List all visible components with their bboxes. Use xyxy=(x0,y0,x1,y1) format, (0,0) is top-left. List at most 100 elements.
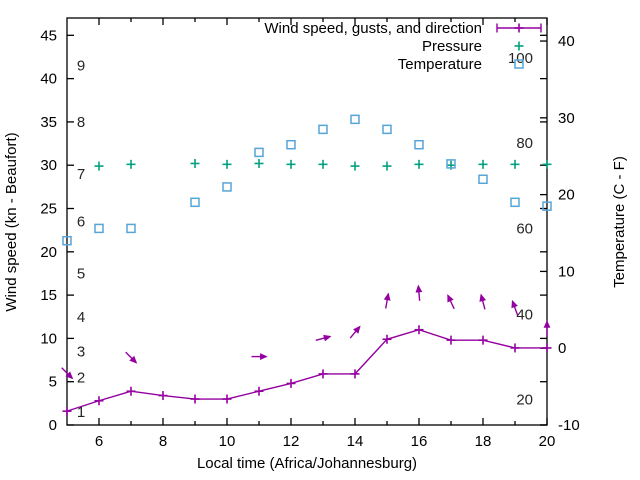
legend-sample-temperature-marker xyxy=(514,59,524,69)
legend-label-plus: Pressure xyxy=(422,38,482,55)
temperature-point xyxy=(510,197,520,208)
axes-group xyxy=(66,17,548,426)
y2-tick-label: 20 xyxy=(558,187,575,204)
beaufort-level-label: 1 xyxy=(77,404,85,421)
beaufort-level-label: 2 xyxy=(77,369,85,386)
wind-direction-arrow xyxy=(315,334,332,342)
y-tick-label: 5 xyxy=(49,374,57,391)
beaufort-level-label: 9 xyxy=(77,58,85,75)
y-tick-label: 20 xyxy=(40,244,57,261)
wind-speed-point xyxy=(382,334,392,344)
pressure-point xyxy=(254,158,264,168)
temperature-point xyxy=(222,182,232,192)
beaufort-level-label: 5 xyxy=(77,265,85,282)
wind-direction-arrow xyxy=(125,351,138,364)
series-temperature xyxy=(62,114,552,246)
pressure-point xyxy=(286,159,296,169)
temperature-point xyxy=(62,235,72,246)
wind-direction-arrow xyxy=(415,284,423,301)
wind-direction-arrow xyxy=(61,367,74,380)
fahrenheit-level-label: 100 xyxy=(508,50,533,67)
pressure-point xyxy=(94,161,104,171)
chart-legend: Wind speed, gusts, and directionPressure… xyxy=(264,20,542,73)
temperature-point xyxy=(94,223,104,234)
wind-speed-point xyxy=(94,396,104,406)
x-tick-label: 20 xyxy=(539,433,556,450)
y-tick-label: 45 xyxy=(40,27,57,44)
beaufort-level-label: 8 xyxy=(77,114,85,131)
pressure-point xyxy=(414,159,424,169)
y-tick-label: 0 xyxy=(49,417,57,434)
pressure-point xyxy=(318,159,328,169)
wind-speed-point xyxy=(414,325,424,335)
fahrenheit-level-label: 20 xyxy=(516,392,533,409)
wind-speed-point xyxy=(478,335,488,345)
y2-tick-label: -10 xyxy=(558,417,580,434)
wind-direction-arrow xyxy=(349,325,361,339)
pressure-point xyxy=(382,161,392,171)
x-axis-ticks: 6 8 10 12 14 16 18 20 xyxy=(95,18,556,450)
temperature-point xyxy=(254,147,264,158)
y-tick-label: 40 xyxy=(40,71,57,88)
pressure-point xyxy=(478,159,488,169)
legend-label-square: Temperature xyxy=(398,56,482,73)
pressure-point xyxy=(222,159,232,169)
y-tick-label: 30 xyxy=(40,157,57,174)
beaufort-level-label: 6 xyxy=(77,214,85,231)
y-axis-title: Wind speed (kn - Beaufort) xyxy=(3,132,20,311)
y2-tick-label: 0 xyxy=(558,340,566,357)
series-wind-speed xyxy=(62,325,552,416)
wind-speed-point xyxy=(286,378,296,388)
wind-speed-point xyxy=(190,394,200,404)
temperature-point xyxy=(126,223,136,234)
beaufort-level-label: 3 xyxy=(77,343,85,360)
pressure-point xyxy=(190,158,200,168)
wind-speed-point xyxy=(254,386,264,396)
beaufort-level-label: 7 xyxy=(77,166,85,183)
y2-tick-label: 40 xyxy=(558,33,575,50)
x-axis-title: Local time (Africa/Johannesburg) xyxy=(197,455,417,472)
y-tick-label: 25 xyxy=(40,201,57,218)
wind-direction-arrow xyxy=(383,292,391,309)
temperature-point xyxy=(542,201,552,211)
legend-label-line-plus: Wind speed, gusts, and direction xyxy=(264,20,482,37)
y2-axis-title: Temperature (C - F) xyxy=(611,156,628,288)
y-tick-label: 10 xyxy=(40,330,57,347)
fahrenheit-inner-scale: 20 40 60 80 100 xyxy=(508,50,533,409)
plot-frame xyxy=(66,17,548,426)
wind-direction-arrow xyxy=(251,353,268,361)
x-tick-label: 12 xyxy=(283,433,300,450)
x-tick-label: 16 xyxy=(411,433,428,450)
wind-speed-point xyxy=(62,406,72,416)
y-tick-label: 15 xyxy=(40,287,57,304)
wind-direction-arrows xyxy=(61,284,551,380)
wind-speed-point xyxy=(542,343,552,353)
wind-speed-point xyxy=(350,369,360,379)
temperature-point xyxy=(478,174,488,185)
temperature-point xyxy=(318,124,328,135)
pressure-point xyxy=(542,159,552,169)
fahrenheit-level-label: 60 xyxy=(516,220,533,237)
legend-sample-pressure-marker xyxy=(514,41,524,51)
temperature-point xyxy=(286,139,296,150)
fahrenheit-level-label: 40 xyxy=(516,306,533,323)
beaufort-level-label: 4 xyxy=(77,309,85,326)
y2-tick-label: 10 xyxy=(558,263,575,280)
x-tick-label: 18 xyxy=(475,433,492,450)
wind-direction-arrow xyxy=(511,299,519,316)
wind-speed-line xyxy=(66,329,547,412)
pressure-point xyxy=(126,159,136,169)
temperature-point xyxy=(190,197,200,208)
wind-direction-arrow xyxy=(543,320,551,337)
x-tick-label: 6 xyxy=(95,433,103,450)
temperature-point xyxy=(446,159,456,169)
x-tick-label: 10 xyxy=(219,433,236,450)
y2-tick-label: 30 xyxy=(558,110,575,127)
beaufort-inner-scale: 1 2 3 4 5 6 7 8 9 xyxy=(77,58,85,421)
wind-speed-point xyxy=(510,343,520,353)
temperature-point xyxy=(382,124,392,135)
wind-speed-point xyxy=(158,391,168,401)
